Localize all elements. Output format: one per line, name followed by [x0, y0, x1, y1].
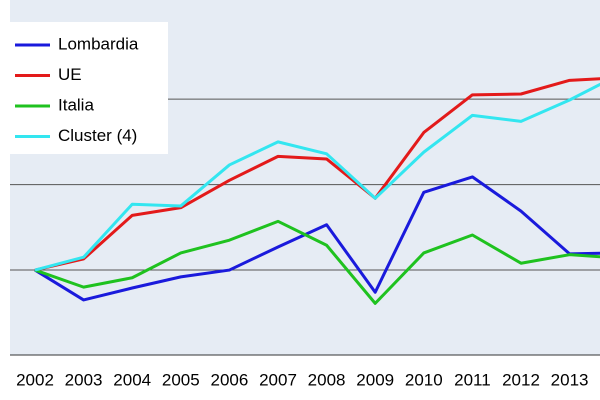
legend-label: Lombardia	[58, 34, 139, 53]
x-tick-label: 2004	[113, 370, 151, 389]
legend-label: Italia	[58, 95, 94, 114]
series-line	[34, 219, 600, 305]
x-tick-label: 2003	[65, 370, 103, 389]
legend-label: UE	[58, 65, 82, 84]
x-tick-label: 2013	[551, 370, 589, 389]
x-tick-label: 2008	[308, 370, 346, 389]
series-line	[34, 77, 600, 272]
x-tick-label: 2005	[162, 370, 200, 389]
series-line	[34, 175, 600, 302]
x-tick-label: 2011	[454, 370, 491, 389]
x-tick-label: 2006	[210, 370, 248, 389]
x-tick-label: 2002	[16, 370, 54, 389]
x-tick-label: 2012	[502, 370, 540, 389]
x-tick-label: 2009	[356, 370, 394, 389]
x-tick-label: 2007	[259, 370, 297, 389]
legend-label: Cluster (4)	[58, 126, 137, 145]
series-line	[34, 82, 600, 272]
x-tick-label: 2010	[405, 370, 443, 389]
